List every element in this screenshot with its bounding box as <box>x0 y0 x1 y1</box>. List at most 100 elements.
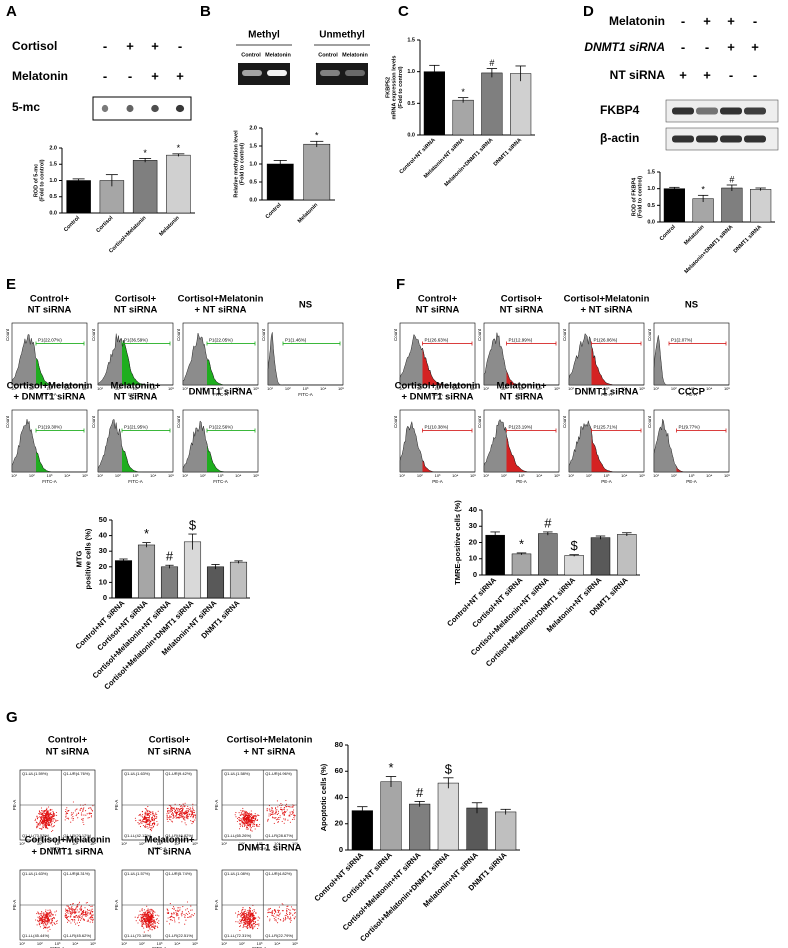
event-dot <box>52 829 54 831</box>
x-tick-label: 10² <box>417 386 423 391</box>
event-dot <box>153 818 155 820</box>
event-dot <box>190 820 192 822</box>
event-dot <box>47 822 49 824</box>
event-dot <box>143 923 145 925</box>
event-dot <box>54 814 56 816</box>
sign: - <box>128 68 132 83</box>
event-dot <box>182 808 184 810</box>
event-dot <box>258 923 260 925</box>
event-dot <box>176 815 178 817</box>
event-dot <box>284 818 286 820</box>
blot-dot <box>126 104 134 113</box>
x-axis-label: PE-A <box>516 392 527 397</box>
panel-label: F <box>396 276 405 293</box>
event-dot <box>75 911 77 913</box>
event-dot <box>91 905 93 907</box>
event-dot <box>273 822 275 824</box>
event-dot <box>48 914 50 916</box>
event-dot <box>169 816 171 818</box>
event-dot <box>172 913 174 915</box>
event-dot <box>182 906 184 908</box>
event-dot <box>48 822 50 824</box>
x-tick-label: 10¹ <box>11 473 17 478</box>
event-dot <box>153 822 155 824</box>
event-dot <box>90 916 92 919</box>
x-tick-label: 10¹ <box>221 941 227 946</box>
blot-band <box>696 107 718 115</box>
event-dot <box>171 913 173 915</box>
event-dot <box>86 901 88 904</box>
event-dot <box>71 812 73 814</box>
event-dot <box>82 911 84 913</box>
event-dot <box>80 906 82 908</box>
event-dot <box>170 808 172 811</box>
event-dot <box>239 823 242 825</box>
event-dot <box>148 920 151 922</box>
x-tick-label: 10² <box>239 941 245 946</box>
event-dot <box>150 921 152 923</box>
event-dot <box>246 815 248 817</box>
gated-histogram <box>36 357 87 385</box>
event-dot <box>249 812 251 814</box>
x-tick-label: 10¹ <box>399 386 405 391</box>
event-dot <box>145 826 147 828</box>
event-dot <box>187 911 190 913</box>
gate-label: P1(21.95%) <box>124 425 148 430</box>
event-dot <box>77 906 79 908</box>
event-dot <box>156 918 158 920</box>
quadrant-label: Q1-UL(1.63%) <box>22 871 48 876</box>
event-dot <box>90 909 92 911</box>
event-dot <box>173 815 175 817</box>
x-tick-label: 10⁴ <box>72 941 78 946</box>
event-dot <box>86 920 88 922</box>
event-dot <box>239 922 241 924</box>
event-dot <box>145 823 147 825</box>
event-dot <box>79 909 81 911</box>
event-dot <box>181 806 183 808</box>
event-dot <box>166 815 168 817</box>
event-dot <box>152 911 154 913</box>
event-dot <box>253 818 255 820</box>
plot-title: + NT siRNA <box>581 305 633 316</box>
event-dot <box>143 915 145 917</box>
event-dot <box>80 808 82 810</box>
event-dot <box>153 825 155 827</box>
event-dot <box>83 919 85 922</box>
event-dot <box>252 923 254 925</box>
event-dot <box>54 911 56 913</box>
x-tick-label: 10² <box>115 473 121 478</box>
blot-band <box>744 135 766 143</box>
event-dot <box>69 911 71 913</box>
event-dot <box>47 921 49 923</box>
event-dot <box>81 916 83 918</box>
event-dot <box>84 912 87 914</box>
event-dot <box>137 822 139 824</box>
event-dot <box>276 914 278 916</box>
event-dot <box>40 821 43 823</box>
y-axis-label: PE-A <box>12 800 17 811</box>
y-axis-label: Count <box>393 328 398 341</box>
event-dot <box>276 813 278 815</box>
event-dot <box>242 822 244 824</box>
event-dot <box>238 812 240 814</box>
event-dot <box>152 912 154 914</box>
event-dot <box>282 910 284 912</box>
significance: # <box>729 174 734 184</box>
event-dot <box>78 921 81 923</box>
event-dot <box>285 806 288 808</box>
event-dot <box>252 819 254 821</box>
event-dot <box>155 922 157 924</box>
event-dot <box>149 928 152 930</box>
event-dot <box>149 911 151 913</box>
event-dot <box>56 814 58 816</box>
event-dot <box>283 818 285 820</box>
event-dot <box>49 815 51 817</box>
event-dot <box>82 819 84 821</box>
event-dot <box>173 911 175 913</box>
event-dot <box>272 817 274 819</box>
y-tick-label: 0 <box>339 845 343 854</box>
event-dot <box>150 820 152 822</box>
sign: + <box>151 68 159 83</box>
significance: # <box>416 785 424 800</box>
event-dot <box>47 919 49 921</box>
